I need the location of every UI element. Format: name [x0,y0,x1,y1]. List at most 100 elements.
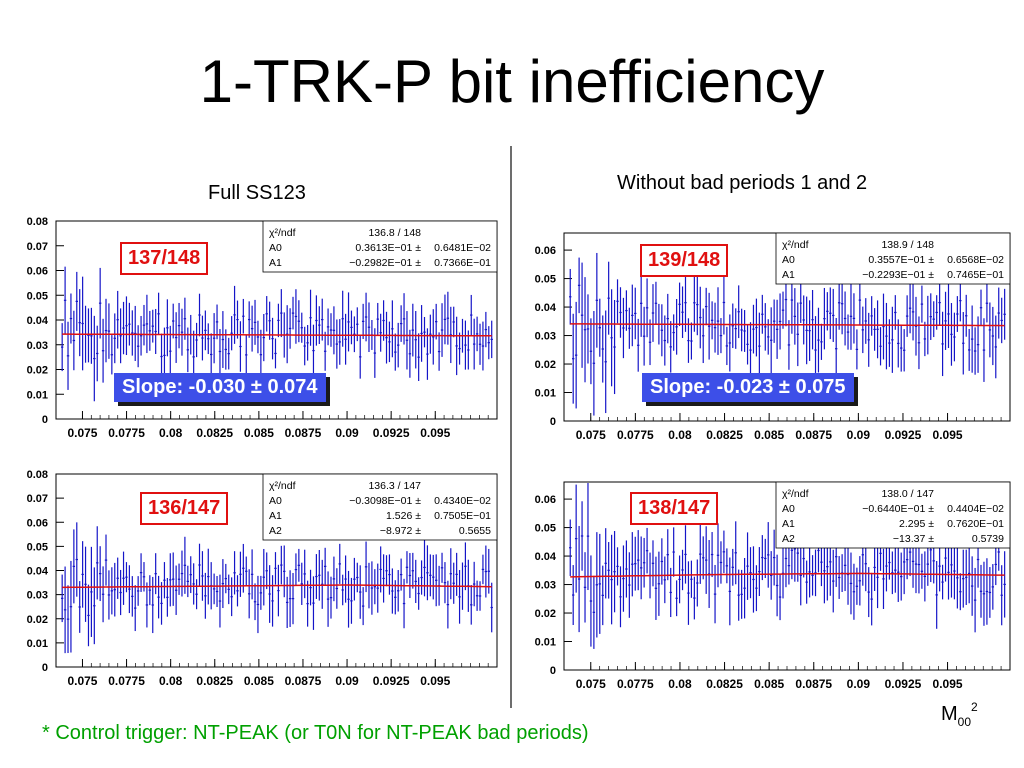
x-tick-label: 0.09 [847,677,871,691]
x-tick-label: 0.0825 [706,428,743,442]
stats-name: A1 [269,510,282,522]
y-tick-label: 0.08 [27,216,48,228]
ndf-badge-bottom-right: 138/147 [630,492,719,525]
x-tick-label: 0.0825 [706,677,743,691]
x-axis-name: M002 [941,700,978,729]
fit-curve [570,572,1005,578]
x-tick-label: 0.0775 [108,426,145,440]
x-tick-label: 0.095 [420,426,450,440]
y-tick-label: 0.06 [535,494,556,506]
stats-value: 138.9 / 148 [881,239,934,251]
stats-name: A0 [782,254,795,266]
x-tick-label: 0.09 [335,426,359,440]
left-column-label: Full SS123 [208,182,306,204]
slope-label-right: Slope: -0.023 ± 0.075 [642,373,854,402]
y-tick-label: 0.03 [27,590,48,602]
x-tick-label: 0.0875 [795,677,832,691]
column-divider [510,146,512,708]
y-tick-label: 0.02 [535,608,556,620]
y-tick-label: 0.02 [27,365,48,377]
y-tick-label: 0 [550,665,556,677]
chart-panel-top-left: 0 0.01 0.02 0.03 0.04 0.05 0.06 0.07 0.08 0.075 0.… [27,216,498,440]
y-tick-label: 0.07 [27,241,48,253]
y-tick-label: 0.01 [27,638,48,650]
y-tick-label: 0.02 [27,614,48,626]
x-tick-label: 0.095 [933,677,963,691]
x-tick-label: 0.08 [668,677,692,691]
stats-error: 0.4340E−02 [434,495,491,507]
y-tick-label: 0.04 [535,551,557,563]
y-tick-label: 0.08 [27,469,48,481]
x-tick-label: 0.08 [159,426,183,440]
stats-name: A0 [269,495,282,507]
y-tick-label: 0.03 [535,331,556,343]
x-tick-label: 0.085 [754,677,784,691]
x-tick-label: 0.075 [67,674,97,688]
stats-error: 0.7620E−01 [947,518,1004,530]
x-tick-label: 0.085 [244,674,274,688]
chart-panel-bottom-left: 0 0.01 0.02 0.03 0.04 0.05 0.06 0.07 0.08 0.075 0.… [27,469,498,688]
y-tick-label: 0.02 [535,359,556,371]
slide-title: 1-TRK-P bit inefficiency [199,48,825,115]
y-tick-label: 0.06 [27,266,48,278]
stats-value: 2.295 ± [899,518,934,530]
stats-name: A1 [269,257,282,269]
stats-value: −13.37 ± [893,533,934,545]
x-tick-label: 0.075 [576,677,606,691]
y-tick-label: 0.06 [27,517,48,529]
stats-error: 0.7465E−01 [947,269,1004,281]
y-tick-label: 0.01 [535,388,556,400]
y-tick-label: 0 [550,416,556,428]
x-tick-label: 0.075 [67,426,97,440]
stats-value: 0.3613E−01 ± [355,242,421,254]
y-tick-label: 0.01 [535,637,556,649]
y-tick-label: 0.05 [535,274,556,286]
x-tick-label: 0.0775 [617,677,654,691]
stats-name: A1 [782,269,795,281]
stats-value: 0.3557E−01 ± [868,254,934,266]
stats-name: χ²/ndf [269,227,296,239]
stats-value: 136.8 / 148 [368,227,421,239]
x-tick-label: 0.0925 [373,674,410,688]
stats-box [262,220,498,273]
axis-name-superscript: 2 [971,700,978,714]
fit-curve [62,333,492,337]
stats-name: χ²/ndf [269,480,296,492]
x-tick-label: 0.08 [159,674,183,688]
stats-value: −0.2982E−01 ± [349,257,421,269]
stats-value: 138.0 / 147 [881,488,934,500]
x-tick-label: 0.08 [668,428,692,442]
axis-name-base: M [941,703,958,725]
stats-value: −8.972 ± [380,525,421,537]
right-column-label: Without bad periods 1 and 2 [617,172,868,194]
x-tick-label: 0.0925 [885,428,922,442]
x-tick-label: 0.09 [335,674,359,688]
axis-name-subscript: 00 [957,715,972,729]
x-tick-label: 0.0875 [795,428,832,442]
y-tick-label: 0.04 [27,315,49,327]
x-tick-label: 0.085 [754,428,784,442]
x-tick-label: 0.095 [420,674,450,688]
y-tick-label: 0.06 [535,245,556,257]
y-tick-label: 0.04 [535,302,557,314]
ndf-badge-bottom-left: 136/147 [140,492,229,525]
stats-error: 0.5739 [972,533,1004,545]
y-tick-label: 0.01 [27,389,48,401]
chart-panel-bottom-right: 0 0.01 0.02 0.03 0.04 0.05 0.06 0.075 0.0775 0.08… [535,481,1011,691]
stats-name: A0 [782,503,795,515]
x-tick-label: 0.0775 [617,428,654,442]
stats-error: 0.7366E−01 [434,257,491,269]
stats-value: 136.3 / 147 [368,480,421,492]
x-tick-label: 0.075 [576,428,606,442]
ndf-badge-top-left: 137/148 [120,242,209,275]
x-tick-label: 0.0925 [373,426,410,440]
y-tick-label: 0 [42,662,48,674]
x-tick-label: 0.0925 [885,677,922,691]
x-tick-label: 0.095 [933,428,963,442]
y-tick-label: 0.04 [27,566,49,578]
slope-label-left: Slope: -0.030 ± 0.074 [114,373,326,402]
x-tick-label: 0.09 [847,428,871,442]
y-tick-label: 0.03 [535,580,556,592]
stats-value: −0.3098E−01 ± [349,495,421,507]
y-tick-label: 0.05 [27,541,48,553]
